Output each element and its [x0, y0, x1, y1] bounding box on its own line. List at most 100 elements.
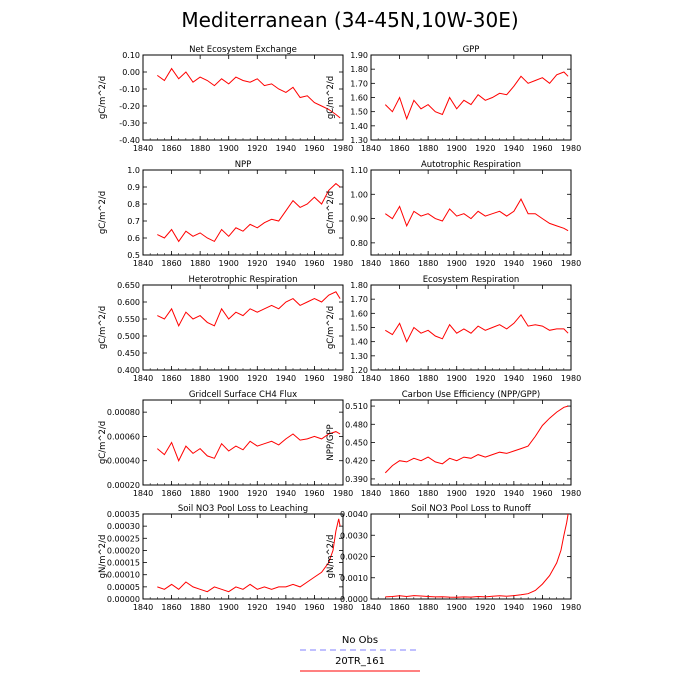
y-tick-label: 1.60: [350, 309, 368, 318]
y-tick-label: 0.00015: [107, 559, 140, 568]
y-tick-label: 1.50: [350, 108, 368, 117]
y-tick-label: 0.600: [117, 298, 140, 307]
y-tick-label: 0.390: [345, 475, 368, 484]
x-tick-label: 1920: [475, 259, 495, 268]
plot-frame: [370, 54, 572, 141]
x-tick-label: 1920: [475, 489, 495, 498]
x-tick-label: 1960: [532, 603, 552, 612]
x-tick-label: 1840: [133, 603, 153, 612]
y-tick-label: 0.400: [117, 366, 140, 375]
x-tick-label: 1840: [133, 259, 153, 268]
x-tick-label: 1880: [190, 603, 210, 612]
x-tick-label: 1960: [304, 374, 324, 383]
x-tick-label: 1860: [161, 144, 181, 153]
series-line: [157, 67, 341, 119]
y-tick-label: 1.80: [350, 65, 368, 74]
y-tick-label: 0.0000: [340, 595, 368, 604]
y-tick-label: 1.00: [350, 190, 368, 199]
y-axis-label: gN/m^2/d: [98, 535, 108, 579]
x-tick-label: 1860: [161, 489, 181, 498]
panel-gridcell-surface-ch4-flux: Gridcell Surface CH4 Flux gC/m^2/d 1840 186…: [98, 390, 353, 498]
y-tick-label: 1.30: [350, 352, 368, 361]
x-tick-label: 1940: [504, 489, 524, 498]
panel-title: NPP: [235, 160, 252, 170]
panel-soil-no3-pool-loss-to-leaching: Soil NO3 Pool Loss to Leaching gN/m^2/d 18…: [98, 504, 353, 612]
x-tick-label: 1920: [475, 603, 495, 612]
x-tick-label: 1940: [276, 603, 296, 612]
y-tick-label: 0.90: [350, 215, 368, 224]
y-tick-label: 0.0010: [340, 574, 368, 583]
plot-frame: [370, 513, 572, 600]
y-tick-label: 0.00000: [107, 595, 140, 604]
panel-title: Net Ecosystem Exchange: [189, 45, 297, 55]
x-tick-label: 1920: [247, 144, 267, 153]
y-tick-label: 0.00035: [107, 510, 140, 519]
x-tick-label: 1940: [276, 144, 296, 153]
y-tick-label: 0.00005: [107, 583, 140, 592]
panel-title: GPP: [463, 45, 480, 55]
x-tick-label: 1960: [304, 259, 324, 268]
series-line: [385, 313, 569, 343]
x-tick-label: 1980: [333, 259, 353, 268]
x-tick-label: 1960: [532, 259, 552, 268]
x-tick-label: 1980: [561, 489, 581, 498]
x-tick-label: 1940: [276, 489, 296, 498]
x-tick-label: 1880: [418, 603, 438, 612]
y-tick-label: 0.9: [127, 183, 140, 192]
plot-frame: [142, 169, 344, 256]
x-tick-label: 1860: [389, 603, 409, 612]
y-tick-label: 1.70: [350, 295, 368, 304]
y-tick-label: 1.60: [350, 94, 368, 103]
x-tick-label: 1880: [190, 144, 210, 153]
x-tick-label: 1840: [361, 259, 381, 268]
x-tick-label: 1920: [247, 374, 267, 383]
y-tick-label: 0.500: [117, 332, 140, 341]
panel-title: Soil NO3 Pool Loss to Runoff: [411, 504, 532, 514]
y-tick-label: 1.50: [350, 324, 368, 333]
y-tick-label: 0.10: [122, 51, 140, 60]
y-tick-label: 0.00060: [107, 432, 140, 441]
y-tick-label: 0.450: [345, 439, 368, 448]
y-tick-label: 0.420: [345, 457, 368, 466]
panel-title: Soil NO3 Pool Loss to Leaching: [178, 504, 308, 514]
series-line: [384, 405, 569, 474]
x-tick-label: 1900: [219, 603, 239, 612]
y-tick-label: 0.510: [345, 402, 368, 411]
x-tick-label: 1880: [190, 374, 210, 383]
x-tick-label: 1900: [219, 259, 239, 268]
panel-heterotrophic-respiration: Heterotrophic Respiration gC/m^2/d 1840 186…: [98, 275, 353, 383]
y-tick-label: 0.00040: [107, 457, 140, 466]
y-tick-label: 0.00020: [107, 546, 140, 555]
y-tick-label: -0.30: [119, 119, 140, 128]
x-tick-label: 1840: [361, 144, 381, 153]
series-line: [157, 518, 341, 593]
y-tick-label: 0.0020: [340, 553, 368, 562]
y-axis-label: gC/m^2/d: [98, 421, 108, 464]
plot-frame: [370, 399, 572, 486]
x-tick-label: 1980: [561, 144, 581, 153]
x-tick-label: 1860: [161, 374, 181, 383]
plot-frame: [370, 169, 572, 256]
x-tick-label: 1840: [133, 144, 153, 153]
y-tick-label: 0.7: [127, 217, 140, 226]
x-tick-label: 1860: [389, 374, 409, 383]
plot-frame: [142, 399, 344, 486]
x-tick-label: 1900: [447, 374, 467, 383]
panel-title: Gridcell Surface CH4 Flux: [189, 390, 297, 400]
series-line: [385, 198, 569, 232]
x-tick-label: 1960: [304, 603, 324, 612]
series-line: [384, 71, 569, 121]
y-axis-label: gC/m^2/d: [326, 191, 336, 234]
y-tick-label: -0.10: [119, 85, 140, 94]
y-tick-label: 1.40: [350, 122, 368, 131]
x-tick-label: 1980: [561, 259, 581, 268]
plot-frame: [142, 284, 344, 371]
x-tick-label: 1980: [333, 374, 353, 383]
panel-npp: NPP gC/m^2/d 1840 1860 1880 1900 1920 1940 1960 1…: [98, 160, 353, 268]
x-tick-label: 1900: [447, 144, 467, 153]
y-tick-label: 0.00025: [107, 534, 140, 543]
y-tick-label: 0.650: [117, 281, 140, 290]
y-axis-label: gC/m^2/d: [98, 191, 108, 234]
x-tick-label: 1880: [418, 259, 438, 268]
x-tick-label: 1900: [447, 259, 467, 268]
